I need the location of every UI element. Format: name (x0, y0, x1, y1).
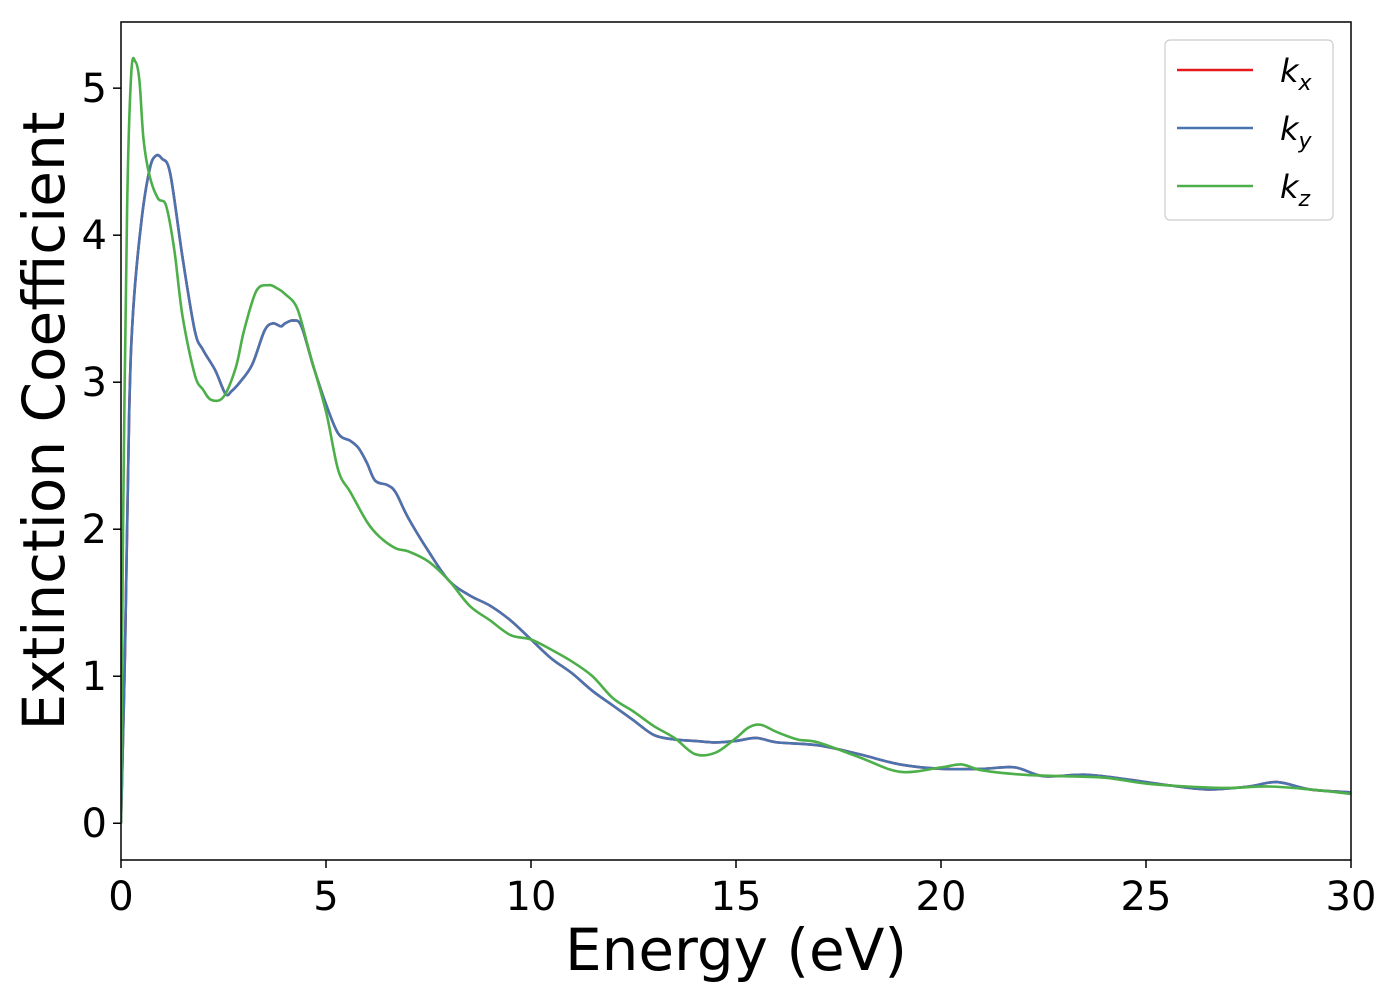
legend-label-main: k (1280, 52, 1300, 90)
legend-box (1164, 39, 1334, 221)
x-tick-label: 30 (1326, 874, 1377, 920)
y-axis-ticks: 0 1 2 3 4 5 (82, 66, 121, 847)
x-tick-label: 10 (506, 874, 557, 920)
legend-label-main: k (1280, 110, 1300, 148)
legend-label-kx: kx (1280, 52, 1313, 96)
y-axis-title: Extinction Coefficient (10, 112, 78, 731)
legend-label-main: k (1280, 168, 1300, 206)
legend-label-subscript: z (1298, 187, 1311, 212)
y-tick-label: 2 (82, 507, 107, 553)
legend-label-kz: kz (1280, 168, 1311, 212)
legend-label-subscript: y (1298, 129, 1313, 154)
x-tick-label: 5 (313, 874, 338, 920)
y-tick-label: 3 (82, 360, 107, 406)
legend-label-ky: ky (1280, 110, 1313, 154)
x-tick-label: 25 (1121, 874, 1172, 920)
y-tick-label: 0 (82, 801, 107, 847)
x-tick-label: 20 (916, 874, 967, 920)
x-tick-label: 0 (108, 874, 133, 920)
x-tick-label: 15 (711, 874, 762, 920)
series-line-kz (121, 56, 1351, 824)
y-tick-label: 5 (82, 66, 107, 112)
y-tick-label: 4 (82, 213, 107, 259)
y-tick-label: 1 (82, 654, 107, 700)
legend-label-subscript: x (1298, 71, 1313, 96)
x-axis-ticks: 0 5 10 15 20 25 30 (108, 860, 1376, 920)
x-axis-title: Energy (eV) (565, 916, 907, 984)
series-layer (121, 56, 1351, 824)
